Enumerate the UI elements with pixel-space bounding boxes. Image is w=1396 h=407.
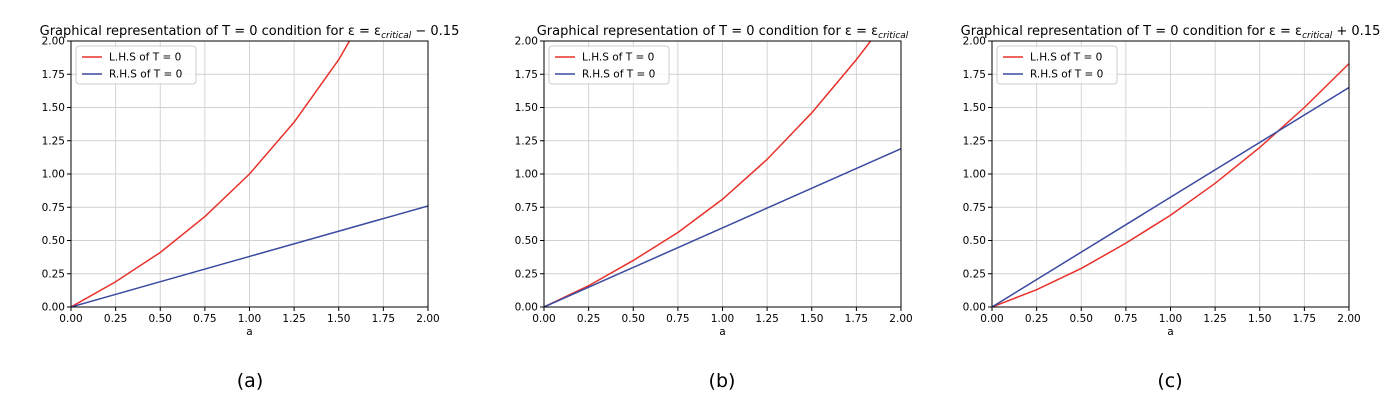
chart-title: Graphical representation of T = 0 condit… <box>40 24 460 41</box>
y-tick-label: 0.75 <box>515 202 538 214</box>
x-tick-label: 2.00 <box>416 313 439 325</box>
x-tick-label: 1.25 <box>282 313 305 325</box>
legend-box <box>996 45 1118 85</box>
y-tick-label: 0.50 <box>42 235 65 247</box>
x-tick-label: 1.75 <box>845 313 868 325</box>
chart-title-suffix: + 0.15 <box>1332 24 1380 39</box>
chart-title-main: Graphical representation of T = 0 condit… <box>537 24 878 39</box>
x-axis-label: a <box>719 326 725 338</box>
y-tick-label: 1.75 <box>42 69 65 81</box>
series-line-1 <box>544 41 872 307</box>
chart-title-main: Graphical representation of T = 0 condit… <box>40 24 381 39</box>
y-tick-label: 0.00 <box>963 302 986 314</box>
x-tick-label: 1.75 <box>372 313 395 325</box>
panel-label: (c) <box>1157 370 1182 392</box>
x-tick-label: 2.00 <box>889 313 912 325</box>
y-tick-label: 1.50 <box>42 102 65 114</box>
panel-label: (a) <box>237 370 263 392</box>
x-tick-label: 0.75 <box>666 313 689 325</box>
y-tick-label: 0.50 <box>963 235 986 247</box>
series-line-2 <box>71 205 428 307</box>
series-line-2 <box>544 148 901 307</box>
y-tick-label: 1.75 <box>963 69 986 81</box>
legend-label-1: L.H.S of T = 0 <box>109 52 181 64</box>
x-tick-label: 0.75 <box>1114 313 1137 325</box>
x-axis-label: a <box>1167 326 1173 338</box>
y-tick-label: 0.00 <box>515 302 538 314</box>
x-tick-label: 0.00 <box>532 313 555 325</box>
x-tick-label: 1.50 <box>800 313 823 325</box>
legend-box <box>75 45 197 85</box>
y-tick-label: 1.50 <box>515 102 538 114</box>
x-tick-label: 1.00 <box>1159 313 1182 325</box>
y-tick-label: 1.25 <box>515 135 538 147</box>
y-tick-label: 1.00 <box>515 169 538 181</box>
chart-title-subscript: critical <box>1302 31 1333 41</box>
x-tick-label: 0.50 <box>1070 313 1093 325</box>
legend-label-1: L.H.S of T = 0 <box>582 52 654 64</box>
chart-title: Graphical representation of T = 0 condit… <box>961 24 1381 41</box>
y-tick-label: 2.00 <box>42 36 65 48</box>
x-tick-label: 0.50 <box>149 313 172 325</box>
chart-title-suffix: − 0.15 <box>411 24 459 39</box>
x-axis-label: a <box>246 326 252 338</box>
legend-box <box>548 45 670 85</box>
x-tick-label: 2.00 <box>1337 313 1360 325</box>
x-tick-label: 1.75 <box>1293 313 1316 325</box>
y-tick-label: 1.50 <box>963 102 986 114</box>
x-tick-label: 0.75 <box>193 313 216 325</box>
legend-label-2: R.H.S of T = 0 <box>109 69 182 81</box>
legend-label-1: L.H.S of T = 0 <box>1030 52 1102 64</box>
x-tick-label: 1.00 <box>711 313 734 325</box>
legend-label-2: R.H.S of T = 0 <box>582 69 655 81</box>
series-line-1 <box>71 41 351 307</box>
x-tick-label: 1.50 <box>327 313 350 325</box>
y-tick-label: 0.75 <box>963 202 986 214</box>
x-tick-label: 1.00 <box>238 313 261 325</box>
y-tick-label: 0.00 <box>42 302 65 314</box>
chart-panel-1: 0.00 0.25 0.50 0.75 1.00 1.25 1.50 1.75 2.00 0.00… <box>40 24 460 392</box>
y-tick-label: 1.00 <box>963 169 986 181</box>
chart-title-subscript: critical <box>381 31 412 41</box>
y-tick-label: 1.25 <box>963 135 986 147</box>
y-tick-label: 1.25 <box>42 135 65 147</box>
y-tick-label: 0.25 <box>515 268 538 280</box>
x-tick-label: 0.25 <box>1025 313 1048 325</box>
y-tick-label: 0.75 <box>42 202 65 214</box>
x-tick-label: 1.50 <box>1248 313 1271 325</box>
y-tick-label: 2.00 <box>515 36 538 48</box>
x-tick-label: 0.25 <box>577 313 600 325</box>
x-tick-label: 0.50 <box>622 313 645 325</box>
chart-title-subscript: critical <box>878 31 909 41</box>
y-tick-label: 2.00 <box>963 36 986 48</box>
legend-label-2: R.H.S of T = 0 <box>1030 69 1103 81</box>
x-tick-label: 0.25 <box>104 313 127 325</box>
y-tick-label: 1.75 <box>515 69 538 81</box>
chart-panel-3: 0.00 0.25 0.50 0.75 1.00 1.25 1.50 1.75 2.00 0.00… <box>961 24 1381 392</box>
chart-title: Graphical representation of T = 0 condit… <box>537 24 909 41</box>
panel-label: (b) <box>709 370 736 392</box>
y-tick-label: 0.25 <box>963 268 986 280</box>
series-line-2 <box>992 86 1349 307</box>
y-tick-label: 1.00 <box>42 169 65 181</box>
chart-title-main: Graphical representation of T = 0 condit… <box>961 24 1302 39</box>
chart-panel-2: 0.00 0.25 0.50 0.75 1.00 1.25 1.50 1.75 2.00 0.00… <box>515 24 913 392</box>
x-tick-label: 0.00 <box>59 313 82 325</box>
y-tick-label: 0.50 <box>515 235 538 247</box>
x-tick-label: 0.00 <box>980 313 1003 325</box>
y-tick-label: 0.25 <box>42 268 65 280</box>
x-tick-label: 1.25 <box>755 313 778 325</box>
series-line-1 <box>992 63 1349 307</box>
x-tick-label: 1.25 <box>1203 313 1226 325</box>
